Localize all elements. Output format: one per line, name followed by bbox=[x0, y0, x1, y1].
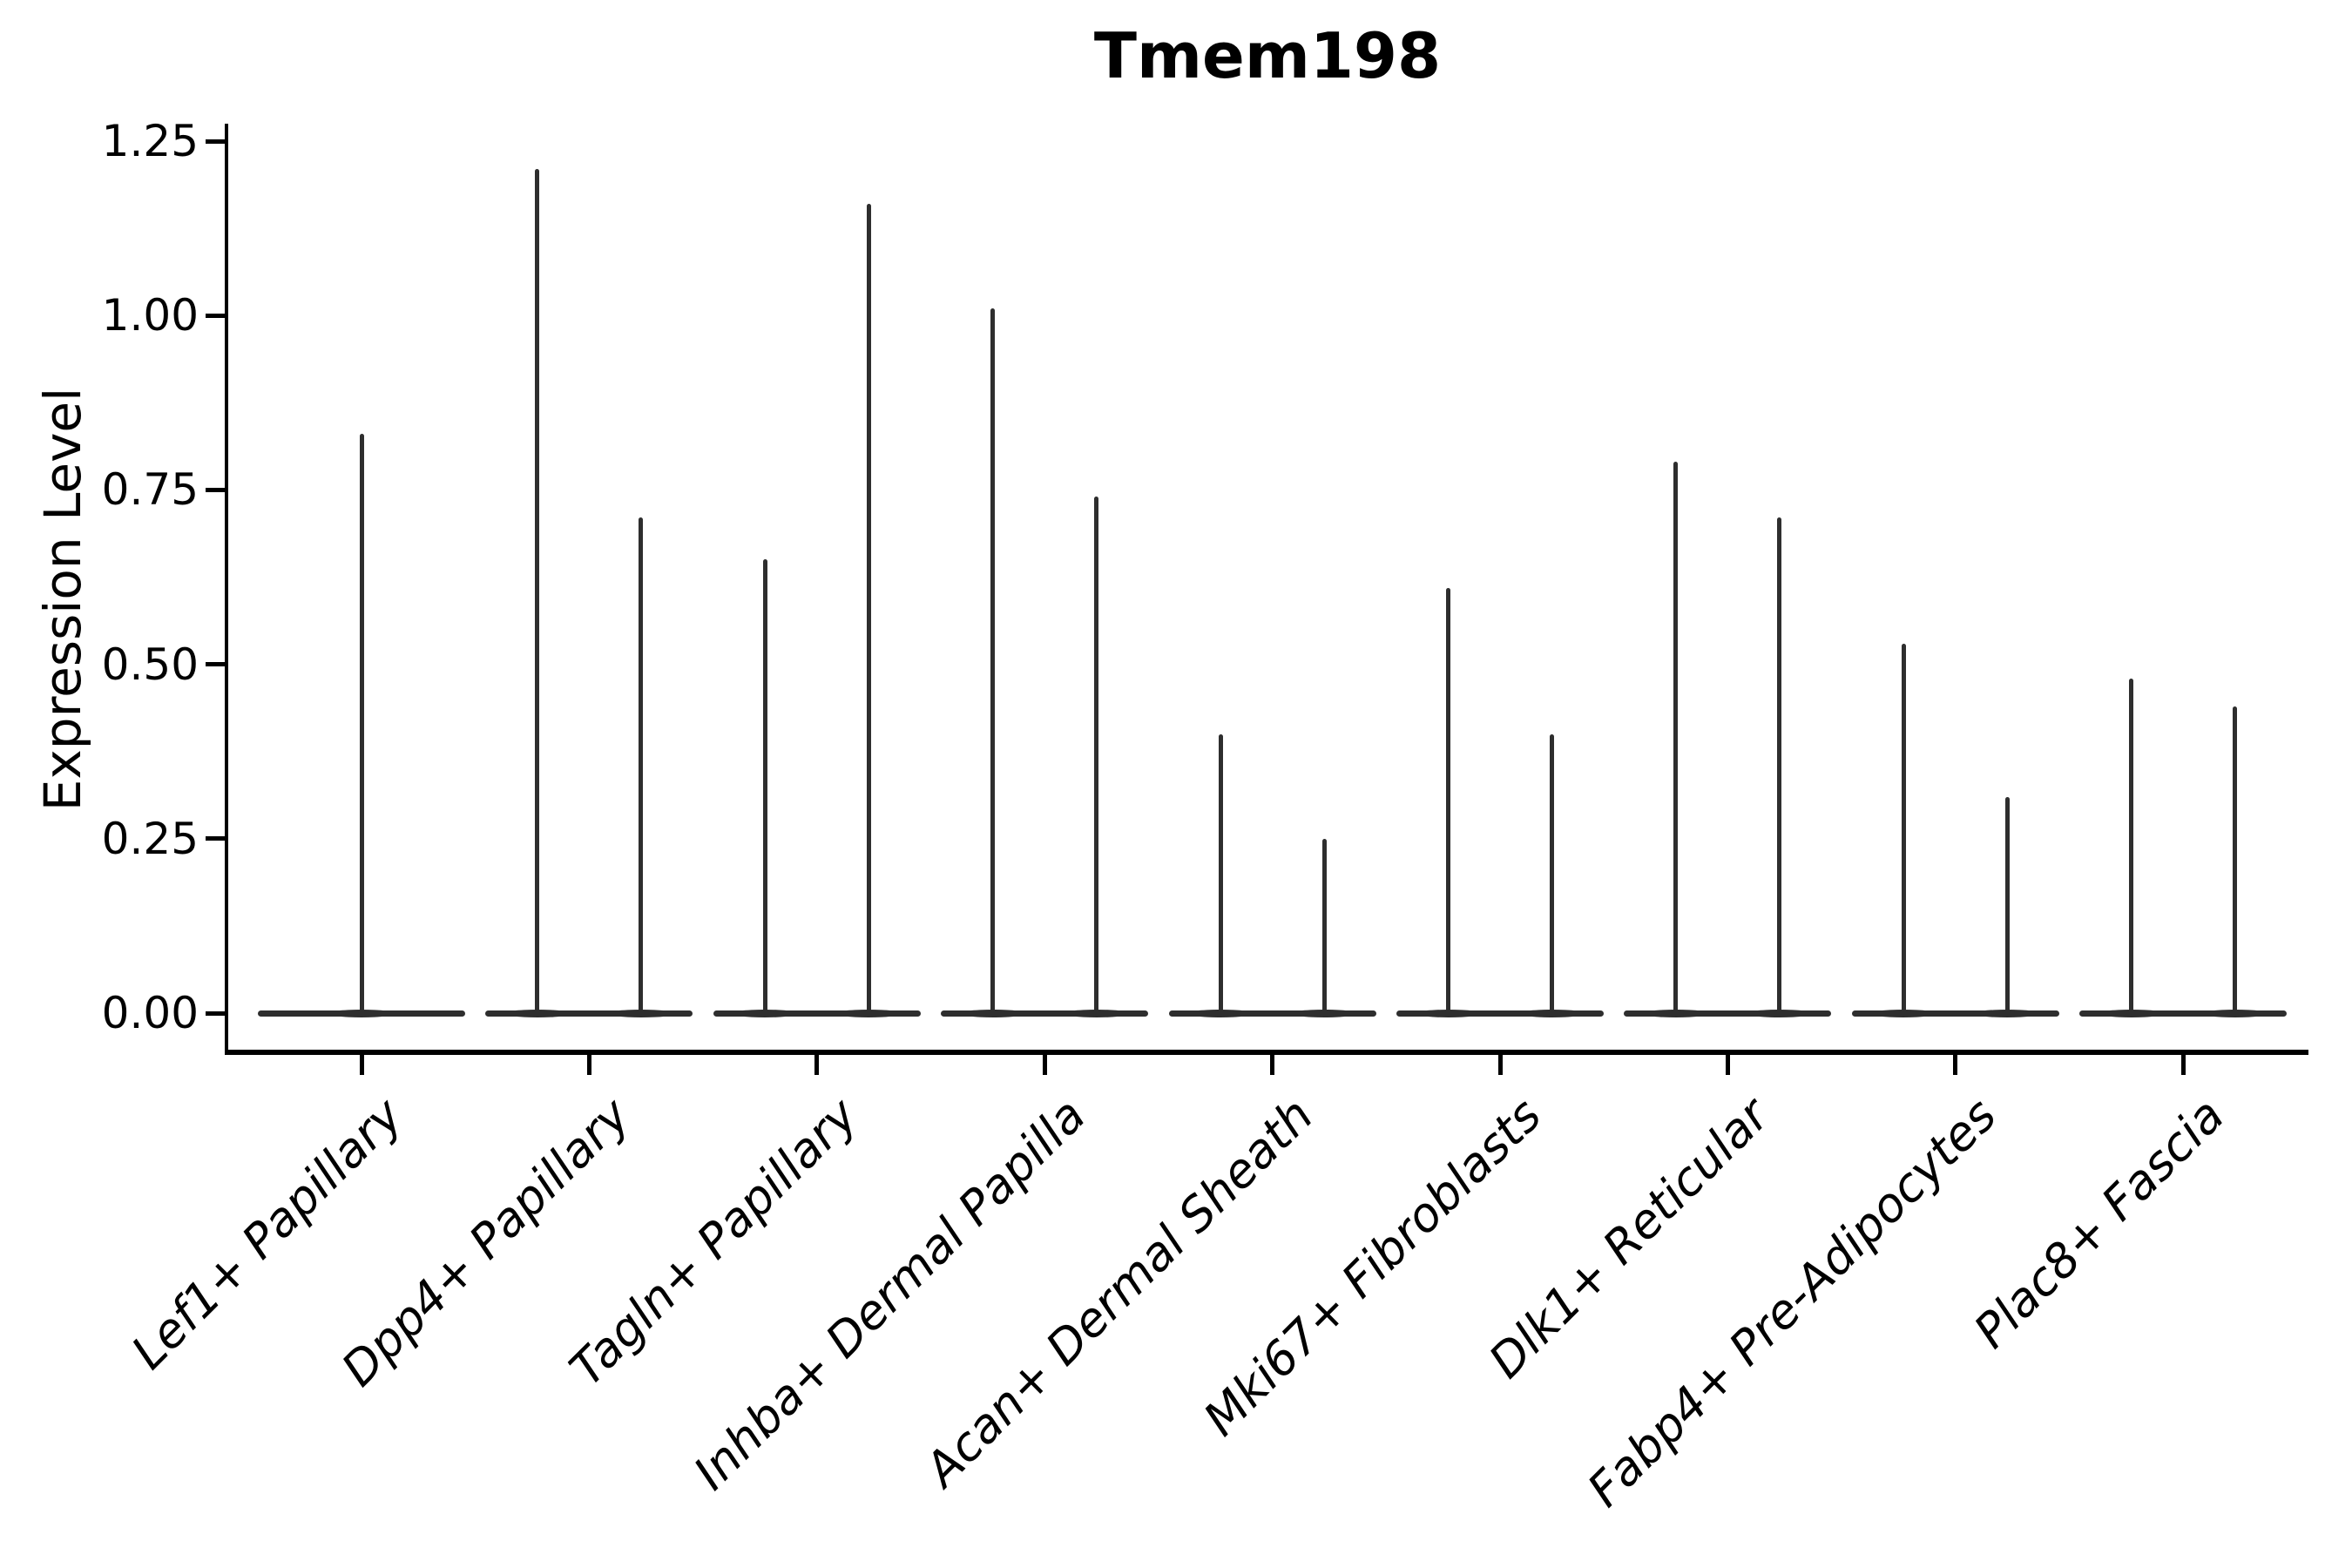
violin-peak bbox=[359, 434, 364, 1015]
violin-baseline bbox=[1168, 1010, 1376, 1017]
violin-peak bbox=[639, 517, 644, 1015]
x-axis-spine bbox=[225, 1050, 2308, 1055]
violin-baseline bbox=[1396, 1010, 1604, 1017]
violin-peak bbox=[2129, 678, 2134, 1015]
y-tick-label: 0.00 bbox=[101, 988, 199, 1038]
violin-peak bbox=[1446, 587, 1450, 1015]
y-tick bbox=[206, 1010, 225, 1016]
x-tick bbox=[2180, 1052, 2186, 1075]
y-axis-spine bbox=[225, 124, 228, 1055]
y-tick-label: 1.25 bbox=[101, 116, 199, 166]
violin-baseline bbox=[713, 1010, 921, 1017]
x-tick bbox=[1497, 1052, 1503, 1075]
violin-peak bbox=[2004, 796, 2010, 1015]
y-tick bbox=[206, 836, 225, 841]
violin-peak bbox=[1550, 733, 1554, 1015]
y-tick-label: 1.00 bbox=[101, 290, 199, 341]
y-tick bbox=[206, 139, 225, 144]
violin-peak bbox=[866, 204, 871, 1015]
violin-peak bbox=[1673, 462, 1679, 1015]
violin-peak bbox=[1218, 733, 1223, 1015]
violin-peak bbox=[762, 559, 767, 1015]
y-tick bbox=[206, 313, 225, 318]
violin-baseline bbox=[485, 1010, 693, 1017]
x-tick bbox=[1042, 1052, 1047, 1075]
x-tick-label: Acan+ Dermal Sheath bbox=[914, 1087, 1324, 1497]
violin-peak bbox=[535, 169, 540, 1015]
x-tick bbox=[1725, 1052, 1730, 1075]
violin-peak bbox=[2233, 706, 2238, 1015]
violin-peak bbox=[1094, 497, 1099, 1015]
y-tick-label: 0.25 bbox=[101, 813, 199, 864]
y-tick bbox=[206, 487, 225, 492]
violin-peak bbox=[990, 308, 996, 1015]
x-tick bbox=[1270, 1052, 1275, 1075]
violin-baseline bbox=[1624, 1010, 1832, 1017]
violin-peak bbox=[1321, 838, 1327, 1015]
chart-title: Tmem198 bbox=[1093, 19, 1442, 92]
x-tick bbox=[814, 1052, 820, 1075]
violin-peak bbox=[1777, 517, 1782, 1015]
x-tick bbox=[359, 1052, 364, 1075]
x-tick bbox=[1953, 1052, 1958, 1075]
violin-baseline bbox=[941, 1010, 1149, 1017]
y-tick-label: 0.75 bbox=[101, 464, 199, 516]
x-tick-label: Fabp4+ Pre-Adipocytes bbox=[1577, 1087, 2007, 1517]
y-tick bbox=[206, 662, 225, 667]
y-tick-label: 0.50 bbox=[101, 639, 199, 690]
x-tick-label: Plac8+ Fascia bbox=[1963, 1087, 2235, 1359]
x-tick-label: Inhba+ Dermal Papilla bbox=[683, 1087, 1097, 1501]
violin-peak bbox=[1901, 643, 1906, 1015]
violin-baseline bbox=[2079, 1010, 2288, 1017]
x-tick bbox=[586, 1052, 591, 1075]
y-axis-label: Expression Level bbox=[33, 387, 92, 812]
violin-baseline bbox=[1851, 1010, 2059, 1017]
